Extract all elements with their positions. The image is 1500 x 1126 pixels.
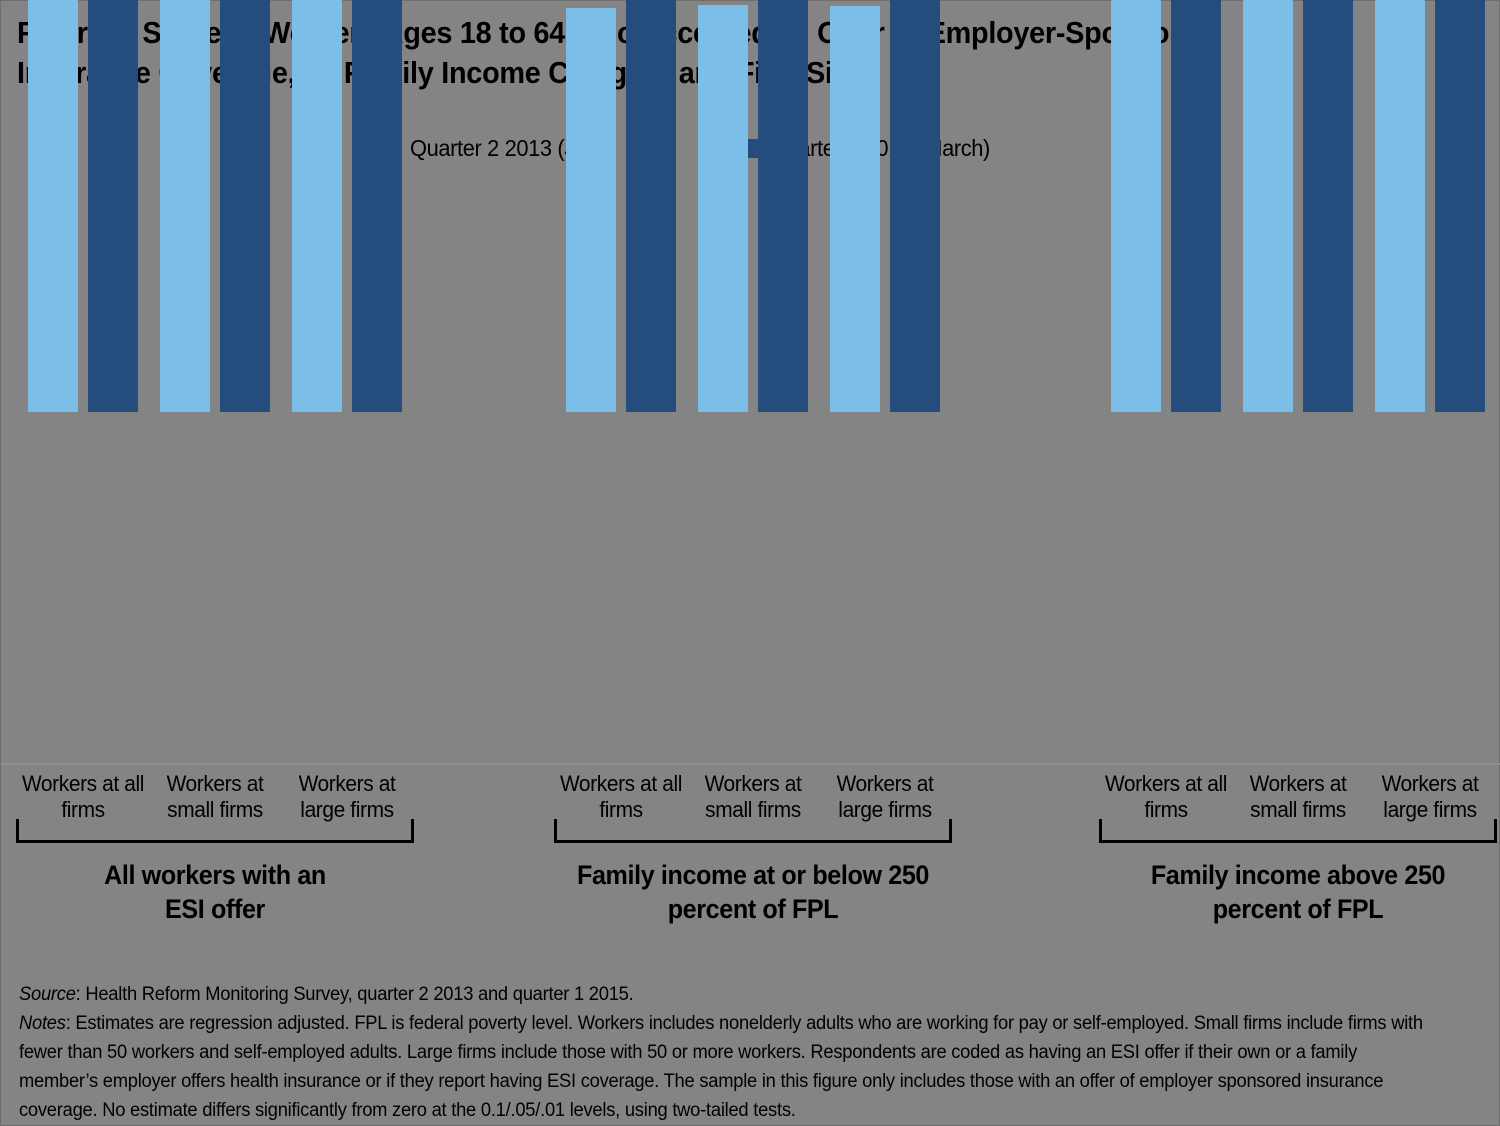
group-bracket-1 bbox=[16, 819, 414, 843]
group-bracket-2 bbox=[554, 819, 952, 843]
notes-line: Notes: Estimates are regression adjusted… bbox=[19, 1010, 1436, 1126]
category-label-3-1: Workers at all firms bbox=[1104, 771, 1228, 822]
group-title-line-2: percent of FPL bbox=[1212, 893, 1384, 924]
category-label-2-3: Workers at large firms bbox=[836, 771, 934, 822]
group-title-line-1: Family income above 250 bbox=[1150, 860, 1446, 890]
group-title-1: All workers with an ESI offer bbox=[30, 859, 400, 927]
bar-2-3-q2-2013[interactable]: 70.3% bbox=[824, 0, 886, 412]
group-title-line-2: ESI offer bbox=[165, 893, 265, 924]
category-label-2-2: Workers at small firms bbox=[704, 771, 802, 822]
category-label-2-1: Workers at all firms bbox=[559, 771, 683, 822]
bar-2-2-q1-2015[interactable]: 71.5% bbox=[758, 0, 808, 412]
bar-1-2-q2-2013[interactable]: 81.1% bbox=[160, 0, 210, 412]
category-label-3-2: Workers at small firms bbox=[1249, 771, 1347, 822]
bar-1-2-q1-2015[interactable]: 81.6% bbox=[220, 0, 270, 412]
notes-text: : Estimates are regression adjusted. FPL… bbox=[19, 1012, 1423, 1121]
bar-2-3-q1-2015[interactable]: 73.5% bbox=[890, 0, 940, 412]
category-label-1-3: Workers at large firms bbox=[298, 771, 396, 822]
bar-value-label: 70.1% bbox=[560, 0, 622, 5]
bar-3-2-q1-2015[interactable]: 87.5% bbox=[1303, 0, 1353, 412]
plot-area: 86.0%87.0% 81.1%81.6% 87.7%88.8% Workers at… bbox=[1, 0, 1500, 843]
bar-3-1-q2-2013[interactable]: 92.1% bbox=[1111, 0, 1161, 412]
bar-1-1-q1-2015[interactable]: 87.0% bbox=[88, 0, 138, 412]
bar-3-2-q2-2013[interactable]: 87.4% bbox=[1243, 0, 1293, 412]
bar-1-3-q1-2015[interactable]: 88.8% bbox=[352, 0, 402, 412]
source-text: : Health Reform Monitoring Survey, quart… bbox=[75, 984, 634, 1005]
bar-value-label: 70.3% bbox=[824, 0, 886, 3]
source-label: Source bbox=[19, 984, 76, 1005]
bar-3-3-q1-2015[interactable]: 94.2% bbox=[1435, 0, 1485, 412]
bar-1-3-q2-2013[interactable]: 87.7% bbox=[292, 0, 342, 412]
group-title-line-1: Family income at or below 250 bbox=[576, 860, 930, 890]
category-label-1-1: Workers at all firms bbox=[21, 771, 145, 822]
group-title-line-1: All workers with an bbox=[104, 860, 326, 890]
group-title-line-2: percent of FPL bbox=[667, 893, 839, 924]
group-title-3: Family income above 250 percent of FPL bbox=[1113, 859, 1483, 927]
source-line: Source: Health Reform Monitoring Survey,… bbox=[19, 981, 1436, 1010]
bar-value-label: 70.6% bbox=[692, 0, 754, 2]
footnotes: Source: Health Reform Monitoring Survey,… bbox=[19, 981, 1436, 1125]
legend-swatch-icon-series2 bbox=[743, 139, 762, 158]
group-title-2: Family income at or below 250 percent of … bbox=[568, 859, 938, 927]
bar-1-1-q2-2013[interactable]: 86.0% bbox=[28, 0, 78, 412]
bar-3-3-q2-2013[interactable]: 93.6% bbox=[1375, 0, 1425, 412]
category-label-1-2: Workers at small firms bbox=[166, 771, 264, 822]
bar-2-2-q2-2013[interactable]: 70.6% bbox=[692, 0, 754, 412]
category-label-3-3: Workers at large firms bbox=[1381, 771, 1479, 822]
group-bracket-3 bbox=[1099, 819, 1497, 843]
notes-label: Notes bbox=[19, 1012, 66, 1034]
bar-3-1-q1-2015[interactable]: 92.7% bbox=[1171, 0, 1221, 412]
bar-2-1-q2-2013[interactable]: 70.1% bbox=[560, 0, 622, 412]
bar-2-1-q1-2015[interactable]: 72.9% bbox=[626, 0, 676, 412]
axis-baseline bbox=[1, 763, 1500, 765]
